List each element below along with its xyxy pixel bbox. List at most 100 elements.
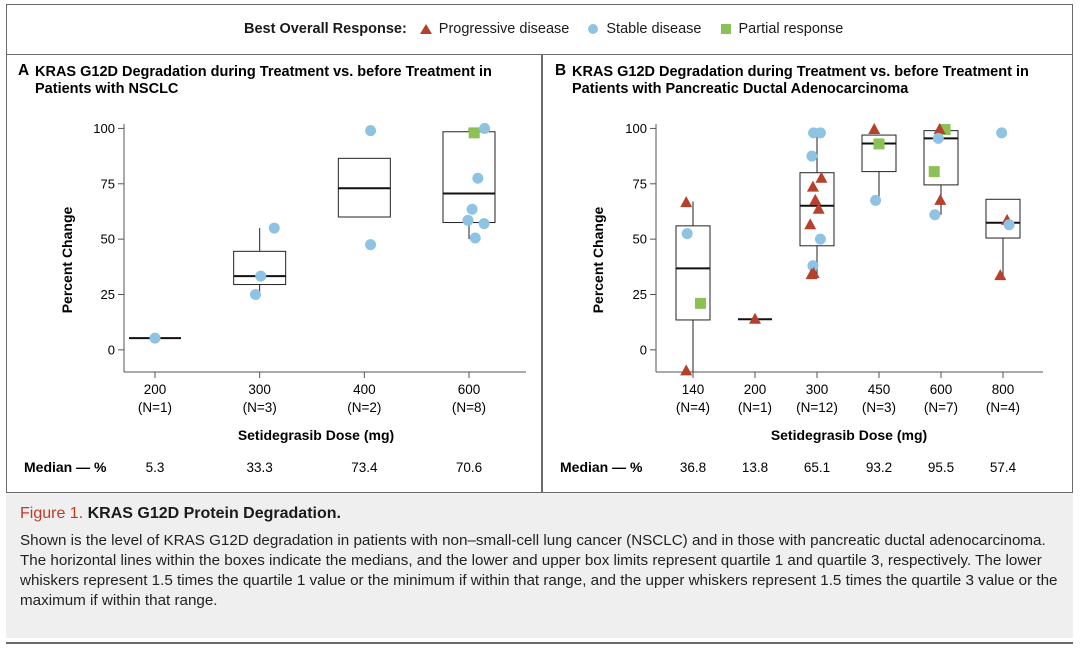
y-tick-label: 75	[633, 176, 647, 191]
group-n-label: (N=3)	[243, 400, 277, 415]
data-point-progressive	[807, 266, 820, 278]
y-tick-label: 25	[633, 287, 647, 302]
data-point-partial	[873, 138, 885, 150]
panel-title-line: KRAS G12D Degradation during Treatment v…	[572, 64, 1029, 80]
data-point-progressive	[812, 202, 825, 214]
y-tick-label: 100	[93, 121, 115, 136]
circle-marker-icon	[588, 24, 599, 34]
x-axis-label: Setidegrasib Dose (mg)	[238, 427, 394, 443]
legend-item-partial: Partial response	[719, 21, 843, 37]
data-point-stable	[466, 203, 478, 215]
median-value: 65.1	[804, 460, 830, 475]
y-tick-label: 50	[101, 232, 115, 247]
group-n-label: (N=1)	[738, 400, 772, 415]
panel-a-chart: A KRAS G12D Degradation during Treatment …	[18, 62, 526, 475]
data-point-stable	[814, 127, 826, 139]
figure-label: Figure 1.	[20, 505, 84, 522]
x-tick-label: 600	[930, 382, 953, 397]
box-group	[442, 122, 496, 244]
data-point-stable	[814, 233, 826, 245]
y-axis-label: Percent Change	[59, 206, 75, 313]
data-point-progressive	[804, 218, 817, 230]
legend-item-progressive: Progressive disease	[419, 21, 569, 37]
data-point-progressive	[868, 123, 881, 135]
data-point-stable	[250, 289, 262, 300]
data-point-partial	[939, 124, 951, 136]
panel-letter: B	[555, 62, 566, 79]
x-tick-label: 800	[992, 382, 1015, 397]
median-value: 36.8	[680, 460, 706, 475]
data-point-progressive	[680, 196, 693, 208]
box	[985, 198, 1021, 239]
median-value: 93.2	[866, 460, 892, 475]
median-value: 13.8	[742, 460, 768, 475]
data-point-stable	[932, 132, 944, 144]
data-point-partial	[694, 297, 706, 309]
data-point-stable	[472, 172, 484, 184]
panel-b-chart: B KRAS G12D Degradation during Treatment …	[555, 62, 1043, 475]
legend-bar: Best Overall Response: Progressive disea…	[6, 4, 1073, 55]
triangle-marker-icon	[419, 24, 432, 34]
data-point-stable	[149, 332, 161, 344]
y-tick-label: 25	[101, 287, 115, 302]
group-n-label: (N=8)	[452, 400, 486, 415]
data-point-progressive	[749, 312, 761, 324]
panel-divider	[541, 55, 543, 492]
y-tick-label: 75	[101, 176, 115, 191]
data-point-stable	[870, 194, 882, 206]
data-point-stable	[365, 239, 377, 251]
y-axis-label: Percent Change	[590, 206, 606, 313]
group-n-label: (N=4)	[986, 400, 1020, 415]
data-point-stable	[268, 222, 280, 234]
data-point-stable	[996, 127, 1008, 139]
caption-title: Figure 1. KRAS G12D Protein Degradation.	[20, 505, 341, 523]
x-tick-label: 140	[682, 382, 705, 397]
data-point-progressive	[806, 180, 819, 192]
data-point-stable	[806, 150, 818, 162]
x-axis-label: Setidegrasib Dose (mg)	[771, 427, 927, 443]
legend: Best Overall Response: Progressive disea…	[244, 21, 860, 37]
data-point-stable	[469, 232, 481, 244]
x-tick-label: 400	[353, 382, 376, 397]
data-point-progressive	[680, 364, 693, 376]
bottom-rule	[6, 642, 1073, 644]
data-point-progressive	[815, 171, 828, 183]
data-point-stable	[929, 209, 941, 221]
data-point-stable	[807, 260, 819, 272]
data-point-stable	[479, 122, 491, 134]
panel-letter: A	[18, 62, 29, 79]
legend-title: Best Overall Response:	[244, 21, 407, 37]
data-point-progressive	[809, 193, 822, 205]
median-value: 33.3	[247, 460, 273, 475]
data-point-stable	[681, 228, 693, 240]
data-point-progressive	[994, 269, 1007, 281]
legend-item-stable: Stable disease	[586, 21, 702, 37]
x-tick-label: 300	[248, 382, 271, 397]
box-group	[861, 123, 897, 206]
group-n-label: (N=12)	[796, 400, 838, 415]
data-point-partial	[468, 127, 480, 139]
box-group	[233, 222, 287, 300]
data-point-stable	[478, 218, 490, 230]
group-n-label: (N=3)	[862, 400, 896, 415]
group-n-label: (N=1)	[138, 400, 172, 415]
group-n-label: (N=2)	[347, 400, 381, 415]
median-value: 70.6	[456, 460, 482, 475]
median-value: 57.4	[990, 460, 1017, 475]
legend-label: Stable disease	[606, 21, 702, 37]
panel-title-line: KRAS G12D Degradation during Treatment v…	[35, 64, 492, 80]
x-tick-label: 600	[458, 382, 481, 397]
median-value: 73.4	[351, 460, 378, 475]
data-point-stable	[365, 125, 377, 137]
box-group	[337, 125, 391, 251]
x-tick-label: 300	[806, 382, 829, 397]
median-row-label: Median — %	[24, 459, 107, 475]
median-row-label: Median — %	[560, 459, 643, 475]
group-n-label: (N=7)	[924, 400, 958, 415]
box-group	[738, 312, 772, 324]
figure-title: KRAS G12D Protein Degradation.	[87, 505, 341, 522]
box-group	[985, 127, 1021, 281]
median-value: 95.5	[928, 460, 954, 475]
data-point-stable	[1003, 219, 1015, 231]
